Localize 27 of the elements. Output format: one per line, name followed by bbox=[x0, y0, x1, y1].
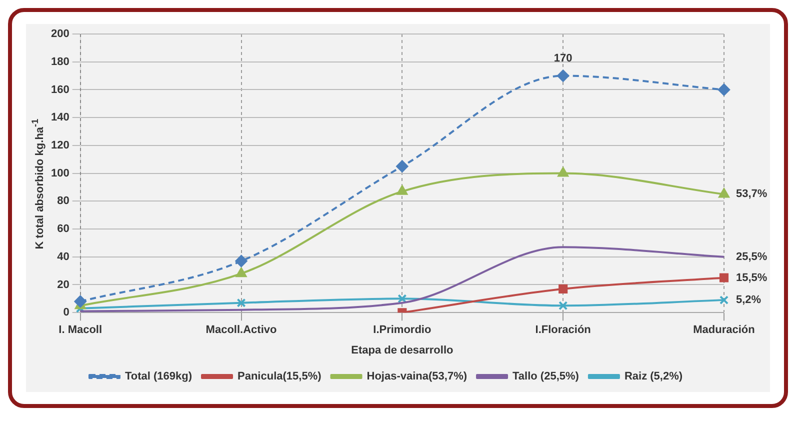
x-tick-label: I. Macoll bbox=[58, 324, 102, 336]
y-tick-label: 40 bbox=[57, 250, 70, 263]
annotation: 15,5% bbox=[736, 272, 768, 284]
annotation: 53,7% bbox=[736, 188, 768, 200]
legend-label: Panicula(15,5%) bbox=[238, 370, 322, 383]
legend-label: Hojas-vaina(53,7%) bbox=[366, 370, 468, 383]
y-tick-label: 80 bbox=[57, 195, 70, 208]
x-tick-label: I.Primordio bbox=[373, 324, 432, 336]
legend-label: Tallo (25,5%) bbox=[512, 370, 580, 383]
x-tick-label: I.Floración bbox=[535, 324, 592, 336]
y-tick-label: 0 bbox=[63, 306, 70, 319]
y-tick-label: 120 bbox=[50, 139, 70, 152]
annotation: 25,5% bbox=[736, 250, 768, 263]
x-tick-label: Maduración bbox=[693, 324, 756, 336]
y-tick-label: 180 bbox=[50, 56, 70, 68]
y-tick-label: 140 bbox=[50, 112, 70, 124]
y-tick-label: 160 bbox=[50, 84, 70, 96]
y-tick-label: 200 bbox=[50, 28, 70, 40]
annotation: 170 bbox=[554, 52, 572, 64]
annotation: 5,2% bbox=[736, 294, 762, 306]
x-axis-title: Etapa de desarrollo bbox=[351, 344, 454, 356]
y-tick-label: 100 bbox=[50, 167, 70, 180]
x-tick-label: Macoll.Activo bbox=[206, 324, 277, 336]
legend-label: Raiz (5,2%) bbox=[624, 370, 683, 383]
y-tick-label: 60 bbox=[57, 223, 70, 236]
legend-label: Total (169kg) bbox=[124, 370, 192, 383]
y-tick-label: 20 bbox=[57, 278, 70, 291]
